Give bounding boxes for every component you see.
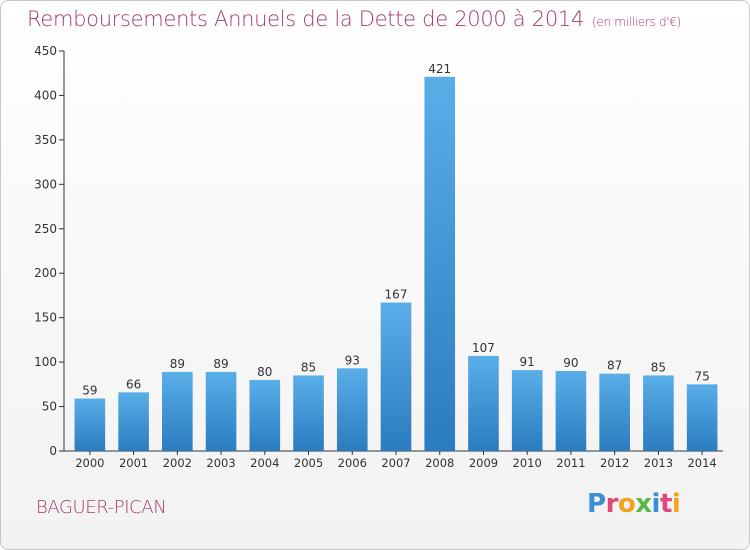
bar [511,370,543,451]
x-tick-label: 2007 [381,456,410,470]
bar [336,368,368,451]
bar [424,76,456,452]
x-tick-label: 2003 [206,456,235,470]
x-tick-label: 2001 [119,456,148,470]
data-label: 89 [213,357,228,371]
data-label: 85 [301,360,316,374]
bar [118,392,149,451]
x-tick-label: 2004 [250,456,279,470]
data-label: 87 [607,359,622,373]
x-tick-label: 2008 [425,456,454,470]
data-label: 75 [694,369,709,383]
bar [293,375,324,451]
chart-unit: (en milliers d'€) [592,15,682,29]
x-tick-label: 2002 [163,456,192,470]
y-tick-label: 350 [34,133,57,147]
x-tick-label: 2011 [556,456,585,470]
x-tick-label: 2000 [75,456,104,470]
data-label: 167 [385,288,408,302]
y-tick-label: 100 [34,355,57,369]
bar [205,371,237,451]
data-label: 93 [345,353,360,367]
bar [599,373,630,451]
x-tick-label: 2006 [338,456,367,470]
y-tick-label: 300 [34,177,57,191]
x-tick-label: 2005 [294,456,323,470]
proxiti-logo[interactable]: Proxiti [587,489,681,519]
y-tick-label: 450 [34,44,57,58]
bar [249,379,281,451]
data-label: 89 [170,357,185,371]
x-tick-label: 2010 [513,456,542,470]
chart-title-text: Remboursements Annuels de la Dette de 20… [27,7,584,31]
bar [380,302,412,451]
x-tick-label: 2012 [600,456,629,470]
data-label: 107 [472,341,495,355]
commune-name: BAGUER-PICAN [36,497,167,518]
y-tick-label: 50 [42,400,57,414]
y-tick-label: 400 [34,88,57,102]
y-tick-label: 200 [34,266,57,280]
bar [74,398,106,451]
y-tick-label: 0 [49,444,57,458]
data-label: 66 [126,377,141,391]
bar [686,384,718,451]
data-label: 59 [82,384,97,398]
y-tick-label: 250 [34,222,57,236]
data-label: 91 [520,355,535,369]
bar-chart: 0 50 100 150 200 250 300 350 400 450 2000 2001 2002 2… [34,44,723,470]
data-label: 80 [257,365,272,379]
bar [643,375,674,451]
chart-title: Remboursements Annuels de la Dette de 20… [27,7,681,31]
x-tick-label: 2014 [687,456,716,470]
bar [555,371,587,451]
data-label: 90 [563,356,578,370]
y-tick-label: 150 [34,311,57,325]
bar [468,355,499,451]
x-tick-label: 2013 [644,456,673,470]
data-label: 85 [651,360,666,374]
x-tick-label: 2009 [469,456,498,470]
bar [162,371,193,451]
data-label: 421 [428,62,451,76]
